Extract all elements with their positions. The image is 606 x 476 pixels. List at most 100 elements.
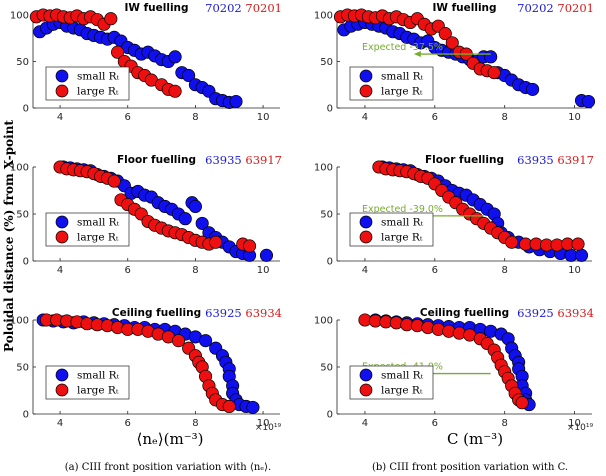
x-tick-label: 6	[432, 265, 438, 276]
legend: small Rₜ large Rₜ	[349, 212, 434, 247]
x-tick-label: 8	[501, 265, 507, 276]
legend-marker-large	[359, 230, 373, 244]
y-tick-label: 0	[23, 257, 29, 268]
data-point	[107, 174, 121, 188]
x-tick-label: 6	[125, 265, 131, 276]
data-point	[188, 199, 202, 214]
legend-marker-large	[55, 383, 69, 397]
data-point	[487, 66, 501, 80]
shot-numbers: 63935 63917	[517, 153, 594, 167]
legend-label-large: large Rₜ	[381, 385, 423, 397]
y-tick-label: 0	[327, 257, 333, 268]
legend-marker-small	[359, 69, 373, 83]
data-point	[505, 235, 519, 249]
legend: small Rₜ large Rₜ	[45, 365, 130, 400]
shot-numbers: 70202 70201	[205, 1, 282, 15]
data-point	[526, 82, 540, 96]
series-large	[53, 160, 257, 253]
legend-marker-small	[55, 69, 69, 83]
y-tick-label: 50	[320, 57, 333, 68]
data-point	[242, 239, 257, 253]
legend-marker-large	[359, 383, 373, 397]
shot-large: 63917	[245, 153, 282, 167]
x-exponent-left: ×10¹⁹	[255, 423, 282, 433]
data-point	[199, 334, 213, 348]
legend-marker-large	[55, 230, 69, 244]
shot-large: 70201	[245, 1, 282, 15]
x-exponent-right: ×10¹⁹	[567, 423, 594, 433]
x-tick-label: 4	[57, 418, 63, 429]
data-point	[571, 237, 585, 251]
data-point	[178, 212, 192, 226]
legend-label-small: small Rₜ	[77, 217, 120, 229]
x-tick-label: 10	[257, 418, 270, 429]
series-large	[39, 313, 236, 414]
shot-large: 63917	[557, 153, 594, 167]
data-point	[168, 84, 182, 98]
x-tick-label: 4	[362, 112, 368, 123]
x-tick-label: 8	[501, 418, 507, 429]
data-point	[259, 248, 274, 262]
legend-label-small: small Rₜ	[77, 370, 120, 382]
shot-small: 63925	[517, 306, 557, 320]
legend-marker-small	[55, 215, 69, 229]
legend-label-large: large Rₜ	[77, 86, 119, 98]
shot-small: 63935	[205, 153, 245, 167]
legend-label-small: small Rₜ	[381, 217, 424, 229]
y-axis-label: Poloidal distance (%) from X-point	[2, 120, 16, 352]
data-point	[581, 94, 596, 109]
series-large	[333, 8, 501, 80]
y-tick-label: 100	[10, 316, 29, 327]
legend-marker-large	[359, 84, 373, 98]
x-tick-label: 10	[568, 418, 581, 429]
x-tick-label: 10	[257, 112, 270, 123]
x-axis-label-left: ⟨nₑ⟩(m⁻³)	[136, 430, 203, 448]
legend-marker-small	[359, 215, 373, 229]
legend-marker-small	[55, 368, 69, 382]
shot-numbers: 63925 63934	[517, 306, 594, 320]
x-tick-label: 4	[57, 265, 63, 276]
y-tick-label: 100	[314, 316, 333, 327]
caption-right: (b) CIII front position variation with C…	[372, 462, 568, 473]
data-point	[445, 36, 459, 50]
shot-small: 70202	[205, 1, 245, 15]
legend: small Rₜ large Rₜ	[349, 66, 434, 101]
shot-large: 70201	[557, 1, 594, 15]
data-point	[182, 68, 196, 82]
x-tick-label: 6	[125, 418, 131, 429]
data-point	[515, 396, 529, 410]
data-point	[246, 400, 260, 414]
shot-large: 63934	[245, 306, 282, 320]
x-tick-label: 8	[192, 265, 198, 276]
y-tick-label: 50	[16, 363, 29, 374]
legend-label-large: large Rₜ	[381, 232, 423, 244]
x-axis-label-right: C (m⁻³)	[447, 430, 503, 448]
y-tick-label: 100	[10, 163, 29, 174]
y-tick-label: 0	[327, 104, 333, 115]
y-tick-label: 50	[320, 210, 333, 221]
panel-title: Ceiling fuelling	[112, 307, 201, 319]
data-point	[484, 50, 498, 64]
y-tick-label: 100	[314, 163, 333, 174]
legend: small Rₜ large Rₜ	[45, 66, 130, 101]
legend: small Rₜ large Rₜ	[349, 365, 434, 400]
caption-left: (a) CIII front position variation with ⟨…	[65, 462, 271, 473]
data-point	[209, 235, 223, 249]
series-small	[33, 15, 243, 109]
shot-small: 63935	[517, 153, 557, 167]
legend-label-small: small Rₜ	[77, 71, 120, 83]
legend-marker-large	[55, 84, 69, 98]
legend-marker-small	[359, 368, 373, 382]
legend: small Rₜ large Rₜ	[45, 212, 130, 247]
x-tick-label: 6	[432, 112, 438, 123]
annotation-text: Expected -39.0%	[362, 204, 443, 215]
panel-title: Floor fuelling	[117, 154, 196, 166]
x-tick-label: 4	[362, 418, 368, 429]
x-tick-label: 4	[362, 265, 368, 276]
